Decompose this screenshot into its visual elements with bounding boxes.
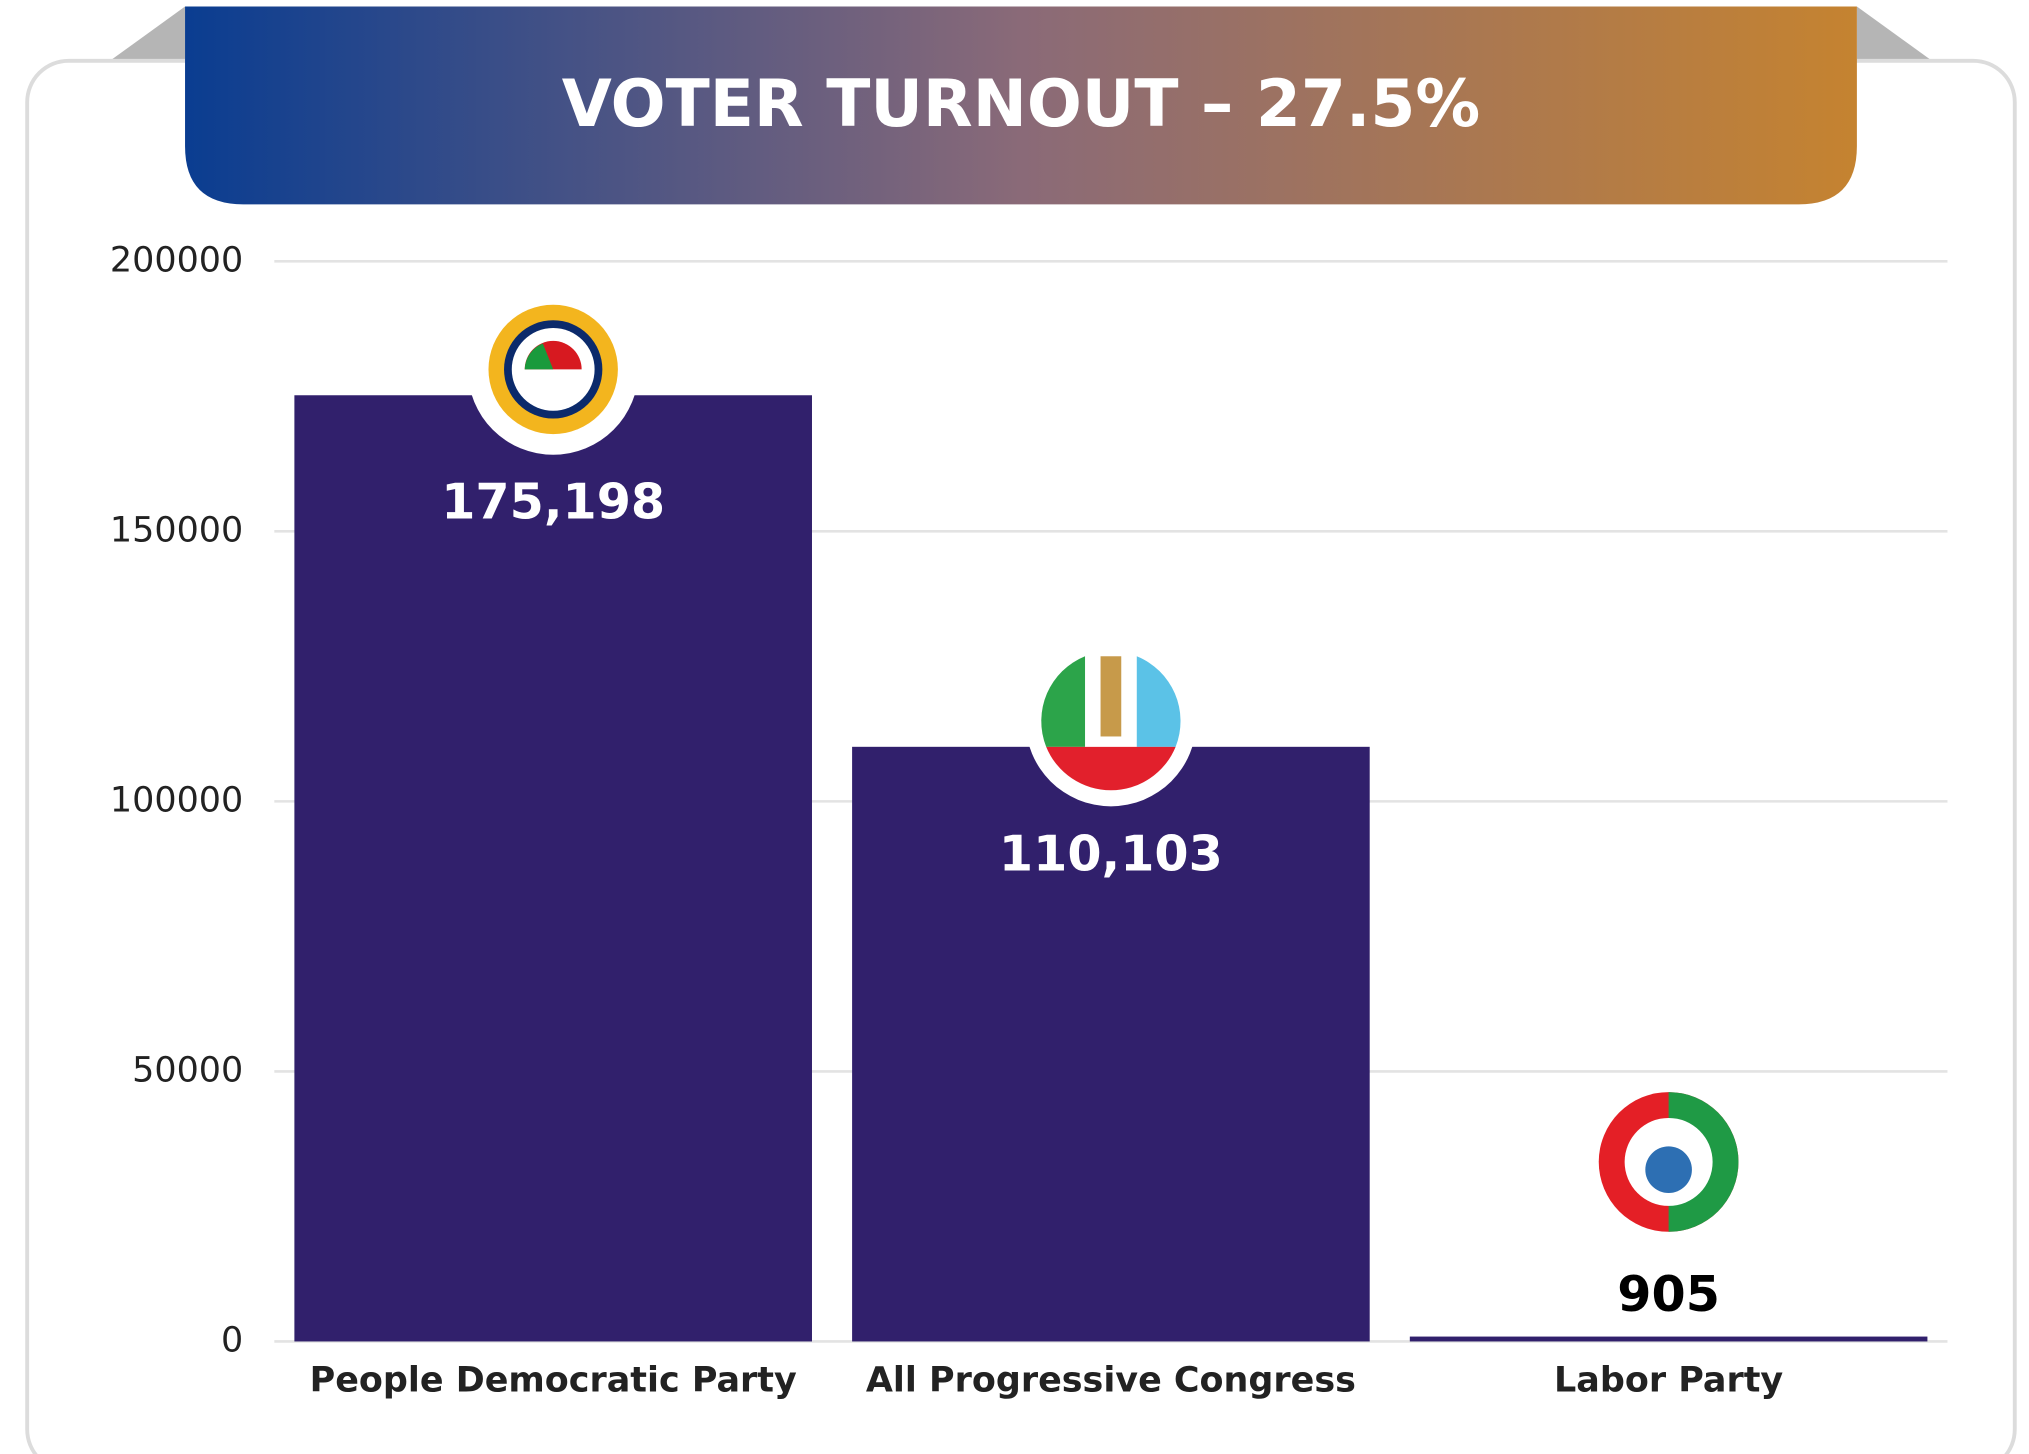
logo-red — [1046, 746, 1176, 791]
party-logo — [1598, 1092, 1739, 1232]
bar — [852, 746, 1370, 1342]
ribbon-fold — [109, 6, 186, 61]
y-tick-label: 100000 — [110, 780, 243, 820]
value-label: 175,198 — [441, 473, 665, 531]
x-tick-label: People Democratic Party — [310, 1361, 797, 1401]
logo-umbrella-green — [524, 343, 554, 370]
logo-green — [1041, 656, 1086, 747]
logo-broom — [1100, 656, 1122, 737]
value-label: 110,103 — [999, 824, 1223, 882]
logo-people — [1645, 1146, 1692, 1193]
chart-title: VOTER TURNOUT – 27.5% — [562, 67, 1481, 142]
value-label: 905 — [1617, 1265, 1720, 1323]
y-tick-label: 200000 — [110, 240, 243, 280]
x-tick-label: All Progressive Congress — [866, 1361, 1356, 1401]
bar — [294, 395, 812, 1342]
y-tick-label: 50000 — [132, 1050, 243, 1090]
y-tick-label: 0 — [221, 1320, 243, 1360]
x-tick-label: Labor Party — [1554, 1361, 1783, 1401]
logo-blue — [1136, 656, 1181, 747]
bar — [1409, 1336, 1928, 1342]
party-logo — [467, 284, 639, 455]
ribbon-fold — [1856, 6, 1932, 61]
party-logo — [1025, 635, 1197, 807]
y-tick-label: 150000 — [110, 510, 243, 550]
header-banner — [185, 6, 1857, 205]
